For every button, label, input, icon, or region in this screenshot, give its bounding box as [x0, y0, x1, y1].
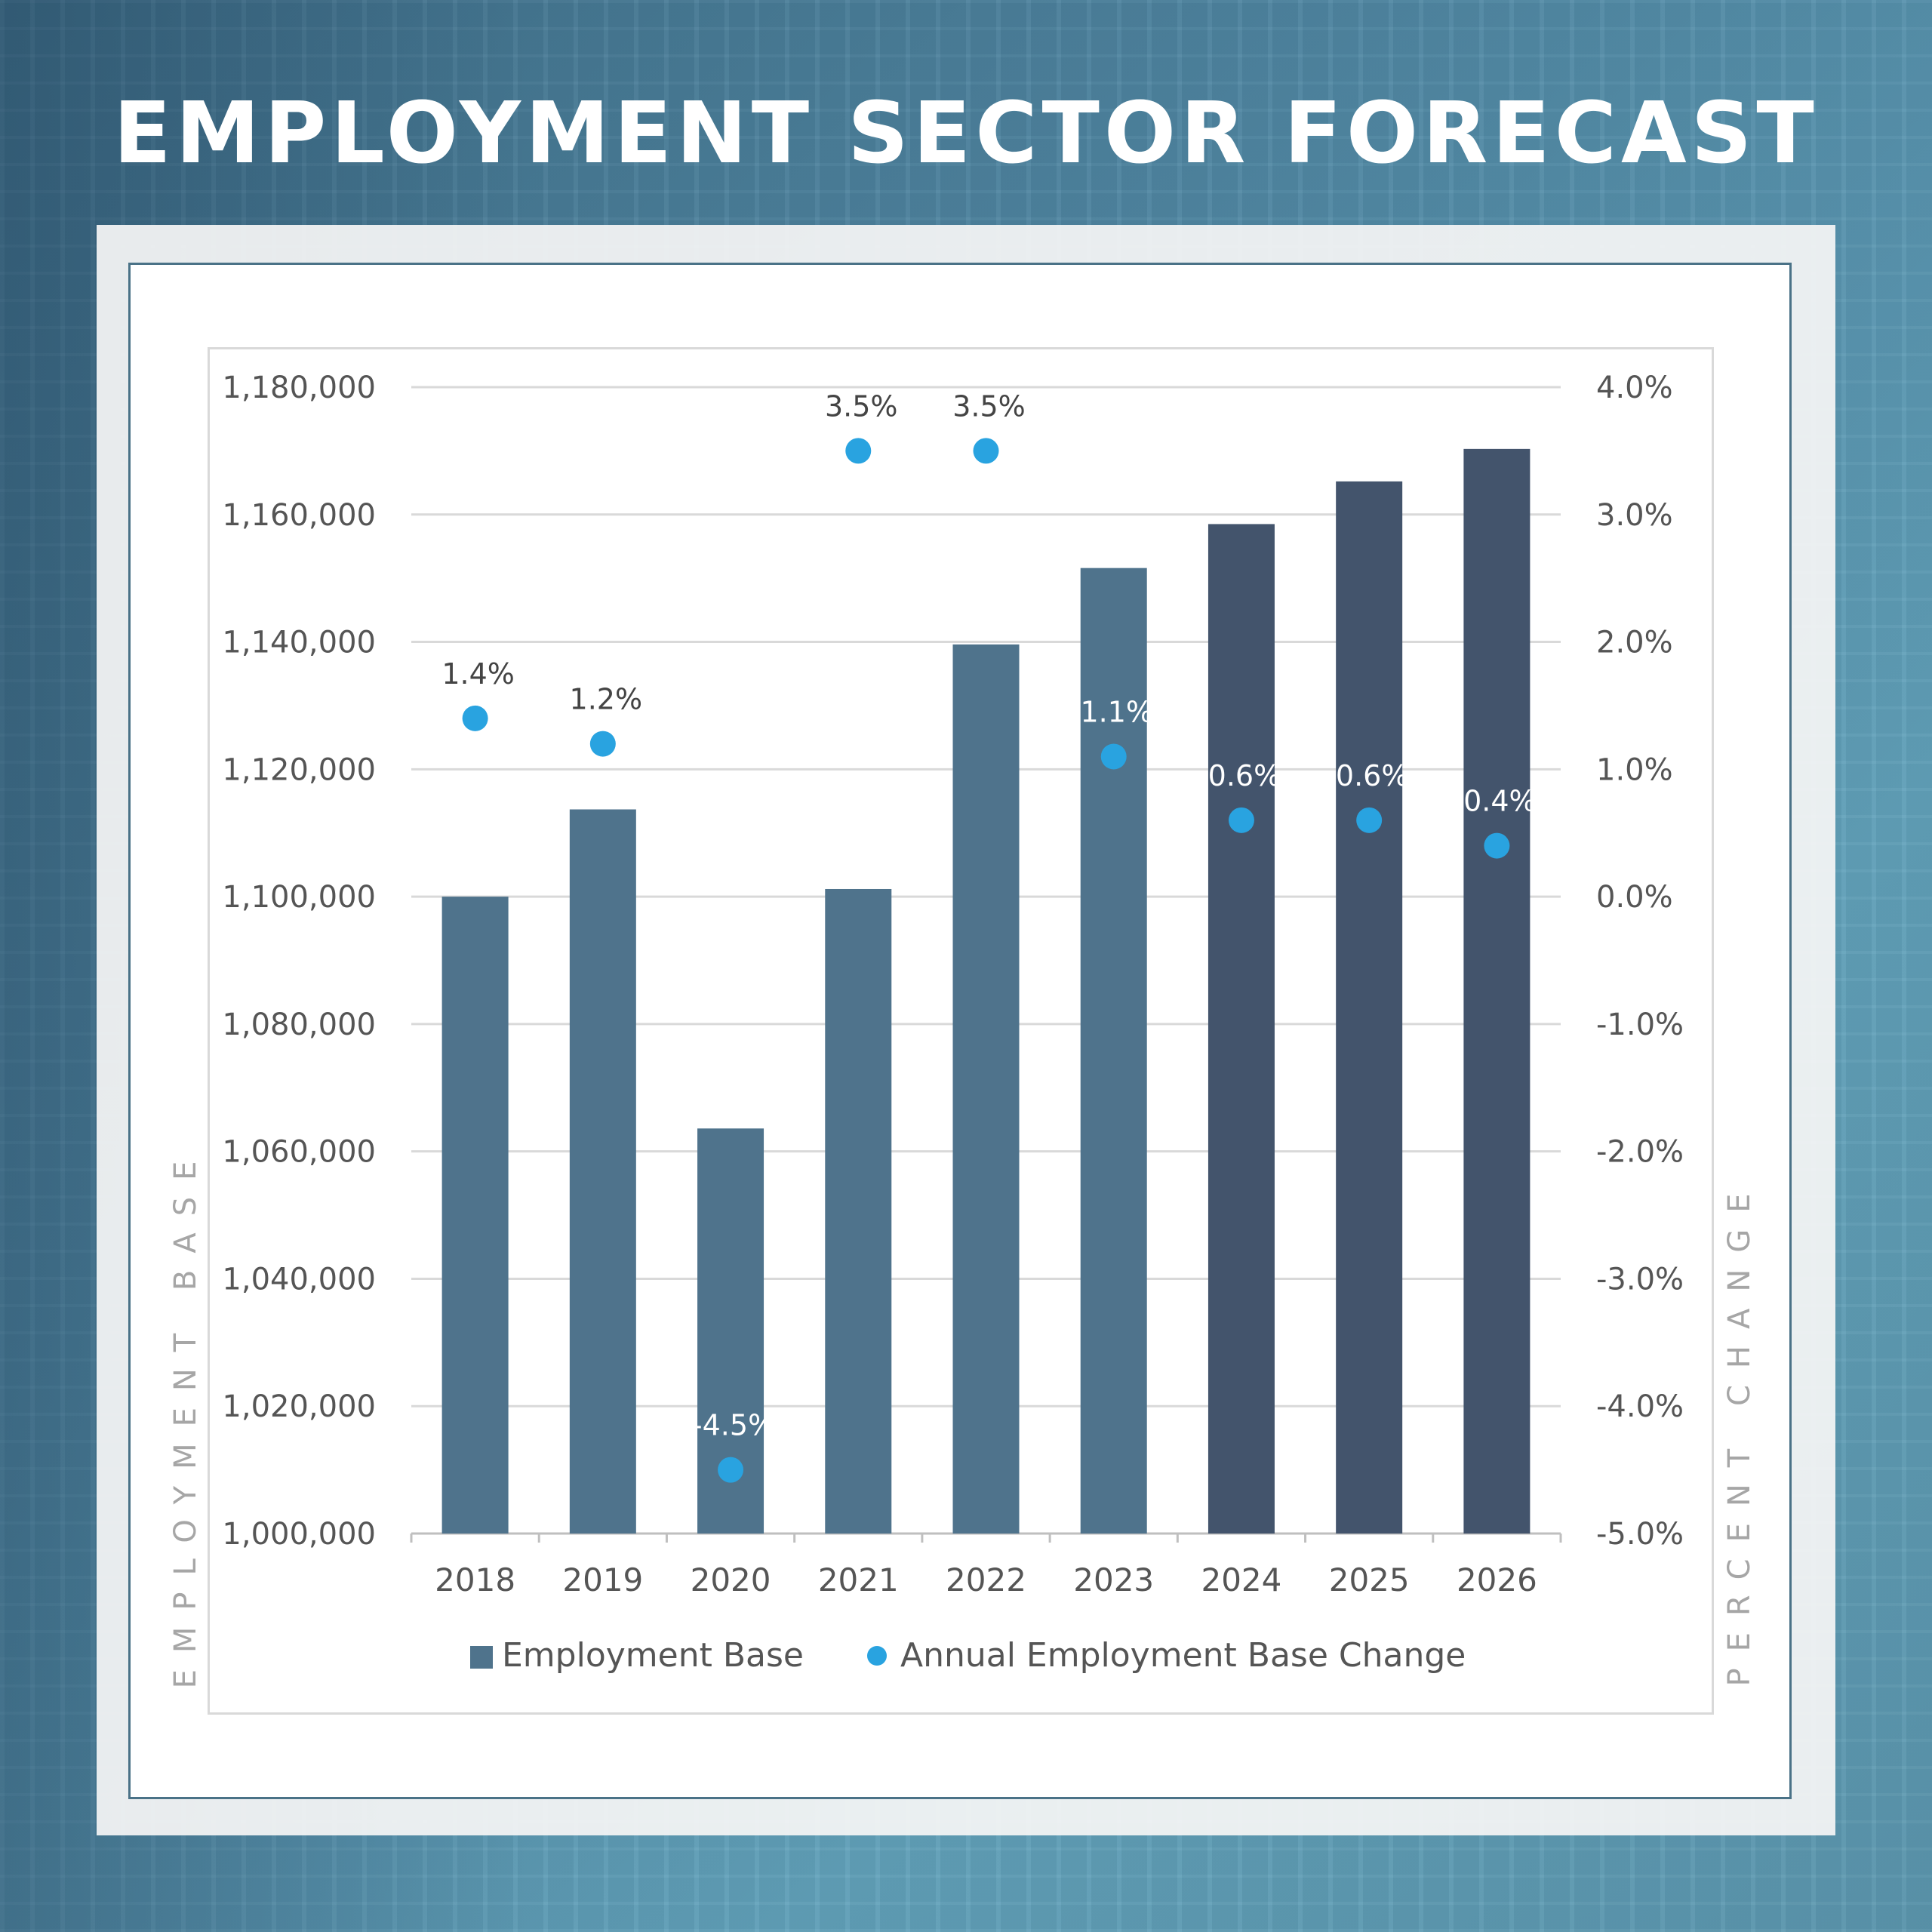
- y-tick-label: 1,020,000: [222, 1389, 376, 1424]
- y-tick-label: 1,160,000: [222, 498, 376, 533]
- data-label: 3.5%: [952, 389, 1026, 423]
- plot-area-border: [208, 347, 1714, 1715]
- data-label: 0.6%: [1208, 759, 1281, 792]
- point-2023: [1100, 743, 1127, 770]
- point-2024: [1228, 807, 1254, 833]
- point-2022: [973, 438, 999, 464]
- point-2026: [1484, 832, 1510, 859]
- data-label: 1.1%: [1080, 695, 1153, 728]
- bar-2026: [1463, 448, 1531, 1534]
- point-2019: [589, 731, 616, 757]
- y-tick-label: 1,080,000: [222, 1008, 376, 1042]
- x-tick-label: 2019: [562, 1561, 643, 1598]
- data-label: 1.2%: [570, 683, 643, 716]
- x-tick-label: 2018: [435, 1561, 515, 1598]
- x-tick-label: 2024: [1201, 1561, 1281, 1598]
- bar-2023: [1080, 568, 1147, 1534]
- legend-label: Employment Base: [502, 1636, 804, 1675]
- point-2020: [718, 1457, 744, 1483]
- data-label: 0.6%: [1336, 759, 1409, 792]
- y2-tick-label: -1.0%: [1596, 1008, 1684, 1042]
- bar-2022: [952, 644, 1020, 1534]
- bar-2025: [1336, 481, 1403, 1534]
- bar-2018: [441, 897, 509, 1534]
- legend-swatch-bar: [470, 1646, 493, 1669]
- point-2025: [1356, 807, 1383, 833]
- y-tick-label: 1,140,000: [222, 626, 376, 660]
- y-tick-label: 1,000,000: [222, 1517, 376, 1552]
- point-2021: [845, 438, 872, 464]
- x-tick-label: 2021: [818, 1561, 899, 1598]
- y2-tick-label: -5.0%: [1596, 1517, 1684, 1552]
- data-label: -4.5%: [692, 1409, 775, 1442]
- y-tick-label: 1,180,000: [222, 371, 376, 405]
- bar-2019: [569, 809, 636, 1534]
- bar-2021: [825, 888, 892, 1534]
- bar-2024: [1208, 524, 1275, 1534]
- x-tick-label: 2022: [946, 1561, 1026, 1598]
- x-tick-label: 2026: [1457, 1561, 1537, 1598]
- y2-tick-label: 4.0%: [1596, 371, 1673, 405]
- legend-label: Annual Employment Base Change: [900, 1636, 1466, 1675]
- y-tick-label: 1,060,000: [222, 1135, 376, 1170]
- y-tick-label: 1,040,000: [222, 1262, 376, 1297]
- y2-tick-label: -2.0%: [1596, 1135, 1684, 1170]
- y2-tick-label: 0.0%: [1596, 880, 1673, 915]
- page-title: EMPLOYMENT SECTOR FORECAST: [113, 85, 1819, 183]
- y2-tick-label: 2.0%: [1596, 626, 1673, 660]
- y-tick-label: 1,100,000: [222, 880, 376, 915]
- legend-swatch-point: [867, 1646, 887, 1666]
- point-2018: [462, 705, 488, 731]
- data-label: 3.5%: [825, 389, 898, 423]
- data-label: 0.4%: [1463, 785, 1537, 818]
- x-tick-label: 2023: [1073, 1561, 1154, 1598]
- y2-tick-label: 3.0%: [1596, 498, 1673, 533]
- y2-tick-label: -4.0%: [1596, 1389, 1684, 1424]
- x-tick-label: 2020: [691, 1561, 771, 1598]
- data-label: 1.4%: [441, 657, 515, 691]
- y2-tick-label: -3.0%: [1596, 1262, 1684, 1297]
- y-tick-label: 1,120,000: [222, 752, 376, 787]
- y2-tick-label: 1.0%: [1596, 752, 1673, 787]
- x-tick-label: 2025: [1329, 1561, 1410, 1598]
